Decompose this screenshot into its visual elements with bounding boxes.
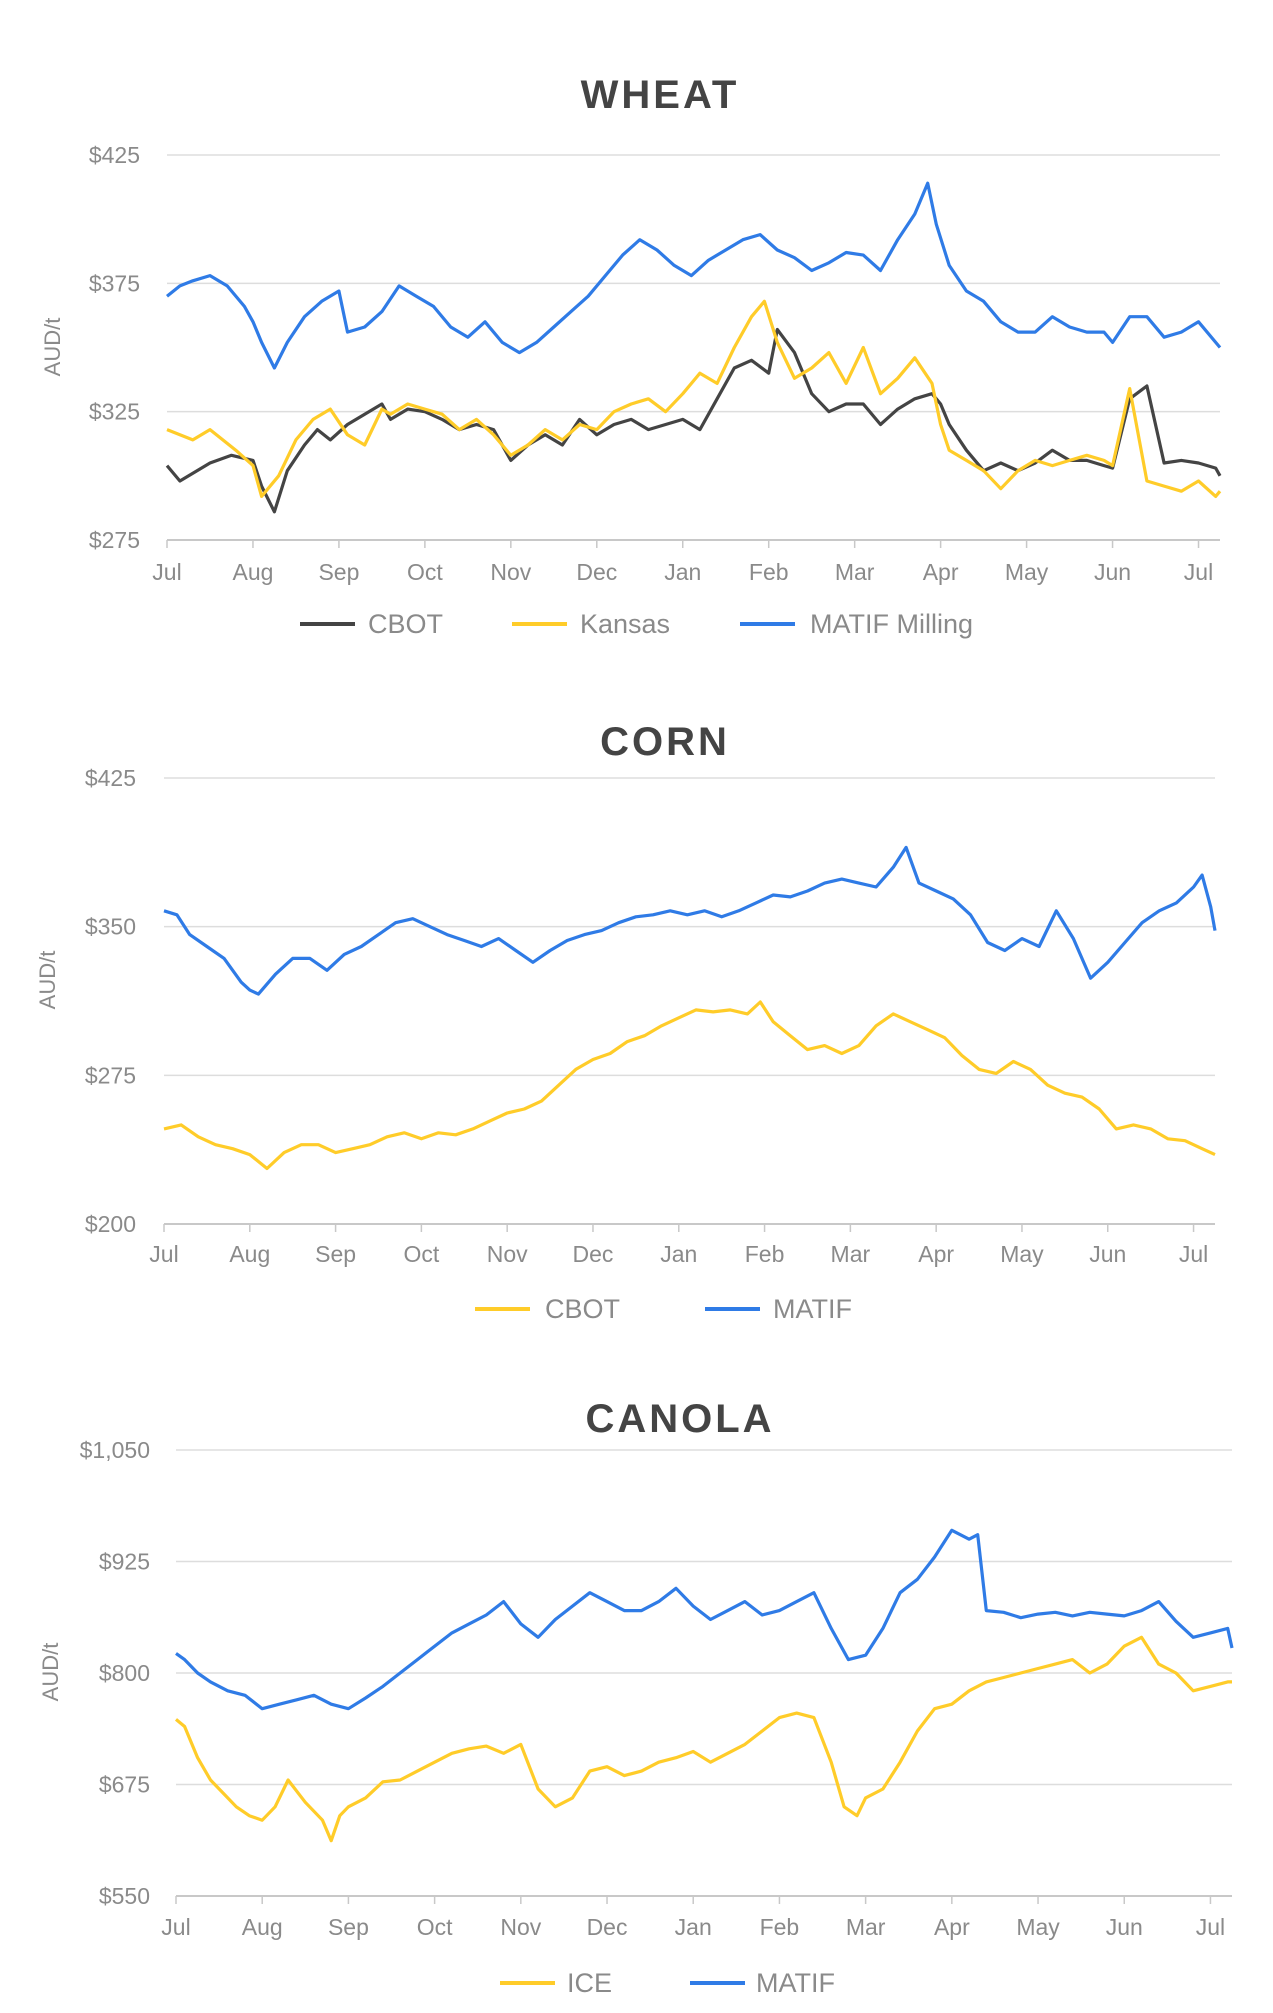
corn-x-tick-label: Aug (229, 1241, 270, 1267)
wheat-x-tick-label: Oct (407, 559, 443, 585)
wheat-legend-label: CBOT (368, 609, 443, 639)
corn-x-tick-label: Feb (745, 1241, 785, 1267)
canola-y-tick-label: $550 (99, 1883, 150, 1909)
canola-series-line-matif (175, 1528, 1234, 1711)
canola-x-tick-label: Sep (328, 1914, 369, 1940)
wheat-y-tick-label: $375 (89, 270, 140, 296)
corn-x-tick-label: Dec (573, 1241, 614, 1267)
corn-x-tick-label: Mar (831, 1241, 871, 1267)
canola-chart-title: CANOLA (585, 1397, 774, 1441)
wheat-y-tick-label: $425 (89, 142, 140, 168)
corn-x-tick-label: May (1000, 1241, 1044, 1267)
corn-x-tick-label: Jun (1089, 1241, 1126, 1267)
canola-y-axis-label: AUD/t (38, 1643, 63, 1702)
wheat-x-tick-label: Jul (1184, 559, 1213, 585)
canola-legend-label: ICE (567, 1968, 612, 1998)
wheat-x-tick-label: Mar (835, 559, 875, 585)
corn-x-tick-label: Sep (315, 1241, 356, 1267)
wheat-x-tick-label: Nov (490, 559, 531, 585)
wheat-x-tick-label: Dec (576, 559, 617, 585)
wheat-y-tick-label: $275 (89, 527, 140, 553)
corn-x-tick-label: Jul (1179, 1241, 1208, 1267)
canola-x-tick-label: Jul (161, 1914, 190, 1940)
canola-y-tick-label: $800 (99, 1660, 150, 1686)
corn-x-tick-label: Oct (403, 1241, 439, 1267)
canola-x-tick-label: Aug (242, 1914, 283, 1940)
canola-x-tick-label: May (1016, 1914, 1060, 1940)
wheat-y-axis-label: AUD/t (40, 318, 65, 377)
corn-y-tick-label: $275 (85, 1062, 136, 1088)
canola-y-tick-label: $1,050 (80, 1437, 150, 1463)
canola-x-tick-label: Mar (846, 1914, 886, 1940)
canola-legend-label: MATIF (756, 1968, 835, 1998)
canola-x-tick-label: Feb (760, 1914, 800, 1940)
corn-chart-title: CORN (600, 720, 730, 764)
wheat-legend-label: MATIF Milling (810, 609, 973, 639)
corn-y-tick-label: $200 (85, 1211, 136, 1237)
corn-y-tick-label: $425 (85, 765, 136, 791)
wheat-x-tick-label: Apr (923, 559, 959, 585)
wheat-y-tick-label: $325 (89, 399, 140, 425)
canola-series-line-ice (174, 1635, 1232, 1843)
wheat-x-tick-label: Jul (152, 559, 181, 585)
wheat-chart-title: WHEAT (581, 73, 740, 117)
wheat-x-tick-label: Feb (749, 559, 789, 585)
corn-legend-label: CBOT (545, 1294, 620, 1324)
corn-y-axis-label: AUD/t (35, 951, 60, 1010)
wheat-series-line-kansas (166, 299, 1222, 498)
canola-x-tick-label: Nov (500, 1914, 541, 1940)
corn-legend-label: MATIF (773, 1294, 852, 1324)
wheat-series-line-cbot (165, 327, 1222, 514)
canola-x-tick-label: Apr (934, 1914, 970, 1940)
canola-x-tick-label: Dec (587, 1914, 628, 1940)
corn-series-line-cbot (163, 1000, 1216, 1171)
wheat-series-line-matif-milling (166, 181, 1222, 370)
corn-x-tick-label: Nov (487, 1241, 528, 1267)
canola-y-tick-label: $925 (99, 1549, 150, 1575)
corn-y-tick-label: $350 (85, 914, 136, 940)
canola-x-tick-label: Jun (1106, 1914, 1143, 1940)
canola-x-tick-label: Jan (675, 1914, 712, 1940)
wheat-x-tick-label: Jun (1094, 559, 1131, 585)
canola-x-tick-label: Oct (417, 1914, 453, 1940)
canola-y-tick-label: $675 (99, 1772, 150, 1798)
corn-x-tick-label: Apr (918, 1241, 954, 1267)
corn-x-tick-label: Jan (660, 1241, 697, 1267)
canola-x-tick-label: Jul (1196, 1914, 1225, 1940)
corn-series-line-matif (163, 845, 1217, 996)
wheat-x-tick-label: Aug (232, 559, 273, 585)
wheat-x-tick-label: Sep (318, 559, 359, 585)
corn-x-tick-label: Jul (149, 1241, 178, 1267)
wheat-legend-label: Kansas (580, 609, 670, 639)
wheat-x-tick-label: May (1005, 559, 1049, 585)
wheat-x-tick-label: Jan (664, 559, 701, 585)
